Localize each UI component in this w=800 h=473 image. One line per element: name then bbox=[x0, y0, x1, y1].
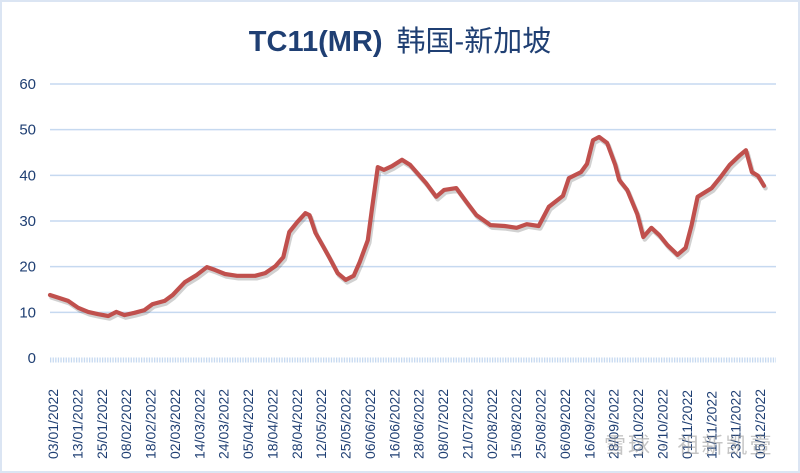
x-tick-label: 18/02/2022 bbox=[143, 389, 159, 459]
x-tick-label: 25/05/2022 bbox=[338, 389, 354, 459]
x-tick-label: 24/03/2022 bbox=[216, 389, 232, 459]
x-tick-label: 05/04/2022 bbox=[240, 389, 256, 459]
x-tick-label: 16/06/2022 bbox=[386, 389, 402, 459]
series-line-tc11 bbox=[47, 134, 767, 319]
x-tick-label: 28/04/2022 bbox=[289, 389, 305, 459]
x-tick-label: 02/08/2022 bbox=[484, 389, 500, 459]
x-tick-label: 08/02/2022 bbox=[118, 389, 134, 459]
y-tick-label: 20 bbox=[19, 259, 36, 276]
chart-title: TC11(MR) 韩国-新加坡 bbox=[0, 18, 800, 60]
x-tick-label: 28/09/2022 bbox=[606, 389, 622, 459]
x-axis-labels: 03/01/2022 13/01/2022 25/01/2022 08/02/2022… bbox=[45, 389, 768, 459]
x-tick-label: 21/07/2022 bbox=[459, 389, 475, 459]
series-line-shadow bbox=[49, 137, 768, 321]
x-tick-label: 15/08/2022 bbox=[508, 389, 524, 459]
x-tick-label: 10/10/2022 bbox=[630, 389, 646, 459]
x-tick-label: 06/06/2022 bbox=[362, 389, 378, 459]
y-tick-label: 60 bbox=[19, 76, 36, 93]
x-tick-label: 05/12/2022 bbox=[752, 389, 768, 459]
x-tick-label: 06/09/2022 bbox=[557, 389, 573, 459]
x-tick-label: 28/06/2022 bbox=[411, 389, 427, 459]
x-tick-label: 25/01/2022 bbox=[94, 389, 110, 459]
x-tick-label: 11/11/2022 bbox=[703, 391, 719, 459]
x-tick-label: 18/04/2022 bbox=[264, 389, 280, 459]
x-tick-label: 12/05/2022 bbox=[313, 389, 329, 459]
y-tick-label: 0 bbox=[28, 350, 36, 367]
x-tick-label: 02/03/2022 bbox=[167, 389, 183, 459]
gridlines bbox=[50, 83, 776, 314]
x-tick-label: 23/11/2022 bbox=[728, 390, 744, 459]
x-tick-label: 01/11/2022 bbox=[679, 390, 695, 459]
x-tick-label: 25/08/2022 bbox=[533, 389, 549, 459]
y-tick-label: 30 bbox=[19, 213, 36, 230]
x-tick-label: 08/07/2022 bbox=[435, 389, 451, 459]
y-tick-label: 50 bbox=[19, 122, 36, 139]
x-tick-label: 16/09/2022 bbox=[581, 389, 597, 459]
series-line-group bbox=[47, 134, 768, 321]
x-tick-label: 14/03/2022 bbox=[191, 389, 207, 459]
x-tick-label: 13/01/2022 bbox=[69, 389, 85, 459]
y-tick-label: 10 bbox=[19, 304, 36, 321]
chart-title-route: 韩国-新加坡 bbox=[396, 26, 552, 58]
chart-title-code: TC11(MR) bbox=[248, 26, 383, 58]
watermark: 雪球 · 祖新凯壹 bbox=[604, 433, 774, 458]
x-tick-label: 20/10/2022 bbox=[655, 389, 671, 459]
x-tick-label: 03/01/2022 bbox=[45, 389, 61, 459]
y-tick-label: 40 bbox=[19, 167, 36, 184]
y-axis-labels: 0 10 20 30 40 50 60 bbox=[19, 76, 36, 367]
